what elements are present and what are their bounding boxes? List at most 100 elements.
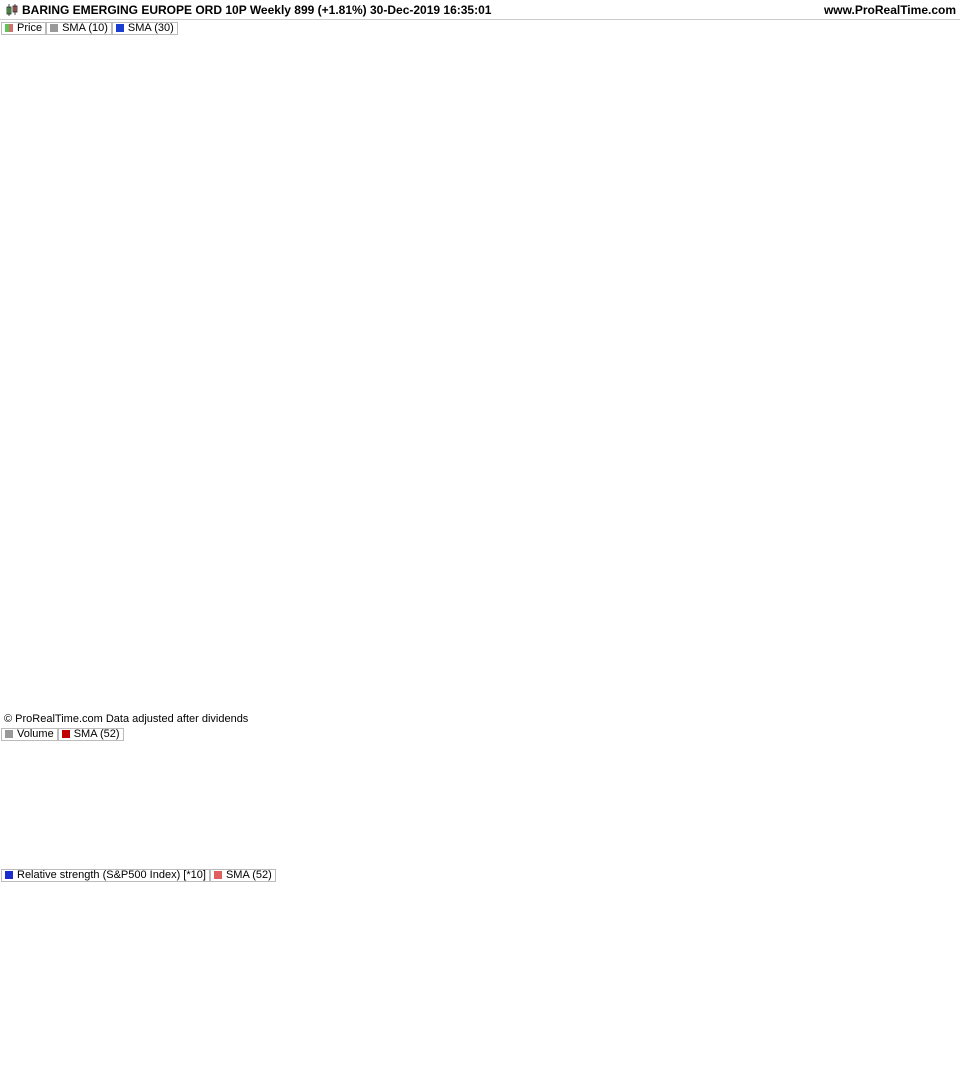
candle-body xyxy=(218,328,224,350)
candle xyxy=(286,466,292,541)
candle xyxy=(835,200,842,261)
candle xyxy=(69,551,75,576)
legend-rs-sma[interactable]: SMA (52) xyxy=(209,868,276,882)
time-tick-label: 2018 xyxy=(153,1063,180,1077)
candle-body xyxy=(754,260,760,290)
candle xyxy=(686,367,692,390)
volume-bar xyxy=(279,861,285,867)
rs-sma-label-box xyxy=(913,927,955,945)
volume-bar xyxy=(62,864,68,867)
candle xyxy=(727,164,733,193)
volume-bar xyxy=(245,862,251,867)
candle-body xyxy=(571,421,577,437)
candle xyxy=(523,643,530,662)
volume-bar xyxy=(164,861,170,867)
volume-bar xyxy=(856,861,862,867)
volume-bar xyxy=(869,863,875,867)
candle xyxy=(883,91,889,136)
candle-body xyxy=(82,544,89,547)
volume-legend: Volume SMA (52) xyxy=(1,727,124,741)
price-tick-label: 940 xyxy=(918,24,938,38)
volume-bar xyxy=(456,862,462,867)
volume-bar xyxy=(530,861,536,867)
candle xyxy=(795,190,801,271)
legend-volume[interactable]: Volume xyxy=(1,727,58,741)
volume-bar xyxy=(157,862,163,867)
candle xyxy=(862,190,869,247)
candle-body xyxy=(849,167,855,177)
candle-body xyxy=(713,197,720,201)
candle-body xyxy=(462,611,469,614)
candle-body xyxy=(157,413,163,451)
legend-rs[interactable]: Relative strength (S&P500 Index) [*10] xyxy=(1,868,210,882)
sma10-swatch-icon xyxy=(50,24,59,32)
site-link[interactable]: www.ProRealTime.com xyxy=(823,3,956,17)
candle-body xyxy=(143,474,150,477)
candle xyxy=(815,315,821,364)
candle xyxy=(55,573,61,590)
candle xyxy=(408,559,414,642)
candle xyxy=(706,196,713,247)
volume-bar xyxy=(347,861,353,867)
candle xyxy=(415,627,421,664)
volume-bar xyxy=(306,739,312,867)
candle-body xyxy=(408,611,414,618)
time-tick-label: May xyxy=(631,1065,652,1077)
volume-tick-label: 800,000 xyxy=(918,779,958,791)
price-tick-label: 720 xyxy=(918,467,938,481)
candle-body xyxy=(645,377,652,383)
volume-bar xyxy=(299,842,306,867)
time-tick-label: May xyxy=(279,1065,300,1077)
candle-body xyxy=(483,603,489,608)
volume-bar xyxy=(96,862,102,867)
candle xyxy=(673,385,679,410)
legend-volume-sma[interactable]: SMA (52) xyxy=(57,727,124,741)
volume-bar xyxy=(21,863,27,867)
time-tick-label: 2020 xyxy=(873,1063,900,1077)
rs-swatch-icon xyxy=(5,871,13,879)
volume-bar xyxy=(435,863,441,867)
candle-body xyxy=(476,590,482,593)
price-tick-label: 780 xyxy=(918,347,938,361)
candle xyxy=(652,375,658,390)
candle-body xyxy=(584,451,591,473)
candle-body xyxy=(130,492,136,494)
candle xyxy=(842,184,848,247)
candle xyxy=(218,325,224,362)
volume-bar xyxy=(184,863,190,867)
volume-bar xyxy=(340,852,346,867)
rs-sma-label: 2.7220 xyxy=(917,931,951,943)
candle xyxy=(421,621,428,668)
legend-sma10[interactable]: SMA (10) xyxy=(46,21,112,35)
candle xyxy=(442,607,448,640)
candle-body xyxy=(170,449,177,499)
volume-bar xyxy=(740,859,747,867)
volume-bar xyxy=(211,863,217,867)
candle-body xyxy=(48,584,55,587)
candle xyxy=(333,575,340,626)
time-tick-label: Jul xyxy=(696,1065,710,1077)
candle xyxy=(293,490,299,541)
volume-bar xyxy=(795,862,801,867)
volume-bar xyxy=(116,862,122,867)
legend-price[interactable]: Price xyxy=(1,21,47,35)
candle-body xyxy=(652,383,658,386)
volume-bar xyxy=(110,864,116,867)
candle xyxy=(476,579,482,620)
volume-bar xyxy=(835,862,842,867)
volume-bar xyxy=(571,862,577,867)
candle-body xyxy=(666,423,672,449)
candle-body xyxy=(605,445,611,465)
candle xyxy=(801,206,808,302)
candle xyxy=(693,299,699,340)
volume-bar xyxy=(727,863,733,867)
candle xyxy=(740,155,747,195)
candle xyxy=(313,478,319,531)
volume-bar xyxy=(333,823,339,867)
candle-body xyxy=(469,593,475,596)
legend-sma30[interactable]: SMA (30) xyxy=(111,21,178,35)
volume-bar xyxy=(625,860,631,867)
volume-bar xyxy=(55,863,61,867)
candle-body xyxy=(177,494,184,499)
